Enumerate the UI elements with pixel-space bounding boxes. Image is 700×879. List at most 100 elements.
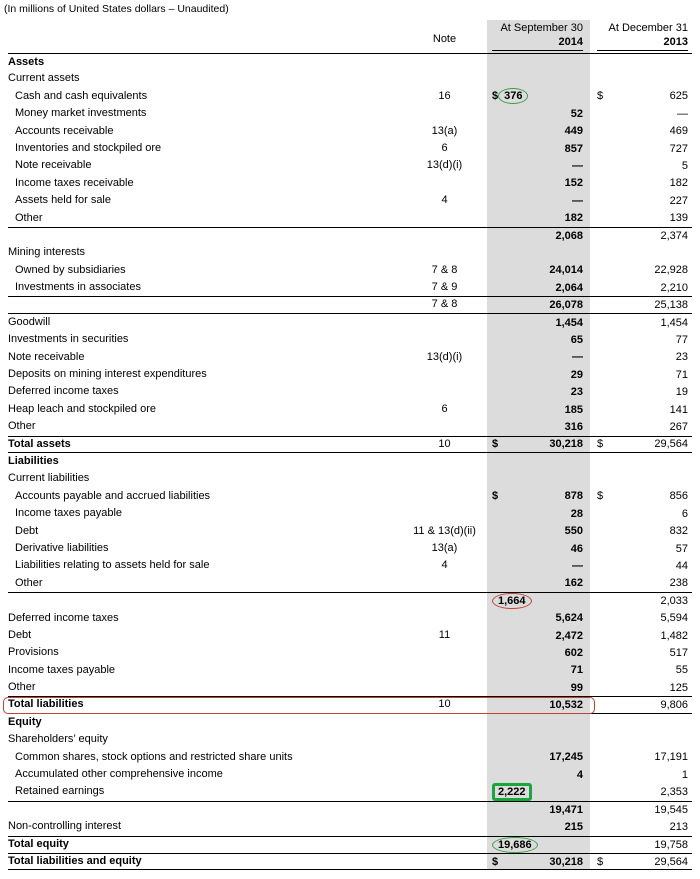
- table-row: Note receivable 13(d)(i) — 5: [8, 157, 692, 175]
- cell-2013: 2,353: [590, 783, 692, 800]
- table-row: Retained earnings 2,222 2,353: [8, 783, 692, 802]
- cell-2014: [487, 70, 590, 88]
- cell-2014: 23: [487, 383, 590, 401]
- row-label: Provisions: [8, 646, 59, 659]
- cell-2014: —: [487, 557, 590, 575]
- cell-2014: 857: [487, 139, 590, 158]
- value-2014: 162: [564, 577, 583, 590]
- cell-2014: $878: [487, 487, 590, 506]
- row-label: Assets: [8, 55, 45, 68]
- row-label: Current liabilities: [8, 472, 90, 485]
- value-2014: 449: [564, 125, 583, 138]
- cell-2014: 2,222: [487, 783, 590, 802]
- cell-2013: [590, 453, 692, 470]
- row-note: 7 & 8: [431, 263, 458, 276]
- table-row: Accounts payable and accrued liabilities…: [8, 487, 692, 506]
- value-2013: 44: [675, 560, 688, 573]
- table-row: Current liabilities: [8, 470, 692, 488]
- table-row: 2,068 2,374: [8, 226, 692, 245]
- table-row: Other 162 238: [8, 574, 692, 593]
- cell-2014: 65: [487, 331, 590, 349]
- table-row: Common shares, stock options and restric…: [8, 748, 692, 767]
- row-label: Accumulated other comprehensive income: [15, 768, 223, 781]
- cell-2013: 1,482: [590, 627, 692, 644]
- row-label: Accounts payable and accrued liabilities: [15, 489, 211, 502]
- cell-2013: 517: [590, 644, 692, 661]
- row-label: Liabilities: [8, 454, 59, 467]
- table-row: Assets held for sale 4 — 227: [8, 192, 692, 210]
- cell-2013: 19,545: [590, 802, 692, 818]
- row-label: Cash and cash equivalents: [15, 89, 148, 102]
- value-2014: —: [572, 560, 583, 573]
- table-row: Deferred income taxes 5,624 5,594: [8, 609, 692, 627]
- row-label: Shareholders’ equity: [8, 733, 108, 746]
- cell-2013: 1,454: [590, 314, 692, 331]
- cell-2014: 46: [487, 539, 590, 558]
- dollar-sign-2014: $: [492, 855, 499, 868]
- value-2014: 5,624: [555, 612, 583, 625]
- balance-sheet-rows: Assets Current assets Cash and cash equi…: [3, 53, 692, 871]
- cell-2013: [590, 244, 692, 261]
- row-label: Income taxes receivable: [15, 176, 134, 189]
- row-label: Deferred income taxes: [8, 611, 119, 624]
- value-2014: 19,686: [492, 836, 538, 853]
- value-2013: 9,806: [660, 699, 688, 712]
- table-row: Liabilities: [8, 452, 692, 471]
- value-2013: 29,564: [654, 855, 688, 868]
- cell-2013: 182: [590, 175, 692, 192]
- value-2013: 71: [675, 368, 688, 381]
- row-label: Non-controlling interest: [8, 820, 122, 833]
- row-note: 6: [441, 402, 448, 415]
- table-row: Inventories and stockpiled ore 6 857 727: [8, 139, 692, 158]
- cell-2013: 44: [590, 557, 692, 574]
- table-row: Owned by subsidiaries 7 & 8 24,014 22,92…: [8, 261, 692, 280]
- cell-2014: 2,064: [487, 279, 590, 297]
- row-note: 6: [441, 141, 448, 154]
- row-label: Total equity: [8, 838, 69, 851]
- row-label: Heap leach and stockpiled ore: [8, 402, 156, 415]
- cell-2014: —: [487, 348, 590, 367]
- value-2013: 141: [669, 403, 688, 416]
- table-row: Income taxes payable 71 55: [8, 661, 692, 680]
- cell-2013: 55: [590, 662, 692, 679]
- table-row: Assets: [8, 53, 692, 71]
- cell-2014: $30,218: [487, 853, 590, 870]
- value-2013: 6: [681, 507, 688, 520]
- cell-2014: 28: [487, 505, 590, 523]
- value-2014: 2,472: [555, 629, 583, 642]
- cell-2013: 125: [590, 679, 692, 696]
- cell-2013: 2,374: [590, 228, 692, 244]
- value-2014: 46: [570, 542, 583, 555]
- value-2013: 5: [681, 160, 688, 173]
- value-2013: 125: [669, 681, 688, 694]
- cell-2013: 17,191: [590, 749, 692, 766]
- row-note: 11 & 13(d)(ii): [413, 524, 476, 537]
- cell-2014: 550: [487, 522, 590, 540]
- row-label: Income taxes payable: [8, 663, 116, 676]
- cell-2014: 10,532: [487, 697, 590, 713]
- row-note: 10: [438, 698, 451, 711]
- table-row: Current assets: [8, 70, 692, 88]
- cell-2014: —: [487, 192, 590, 210]
- row-label: Goodwill: [8, 315, 51, 328]
- value-2014: 24,014: [549, 264, 583, 277]
- cell-2014: 449: [487, 122, 590, 140]
- cell-2013: 23: [590, 349, 692, 366]
- row-label: Note receivable: [15, 159, 92, 172]
- dec-2013-header-year: 2013: [663, 35, 688, 48]
- row-label: Other: [8, 681, 36, 694]
- row-label: Debt: [15, 524, 39, 537]
- value-2013: 55: [675, 664, 688, 677]
- row-label: Debt: [8, 628, 32, 641]
- cell-2014: [487, 713, 590, 732]
- value-2013: 2,353: [660, 786, 688, 799]
- cell-2014: —: [487, 157, 590, 175]
- value-2014: 152: [564, 177, 583, 190]
- value-2013: 267: [669, 420, 688, 433]
- cell-2013: 1: [590, 766, 692, 783]
- row-note: 4: [441, 194, 448, 207]
- value-2013: 469: [669, 125, 688, 138]
- dollar-sign-2013: $: [597, 490, 604, 503]
- cell-2013: 2,033: [590, 593, 692, 609]
- table-row: Accumulated other comprehensive income 4…: [8, 766, 692, 784]
